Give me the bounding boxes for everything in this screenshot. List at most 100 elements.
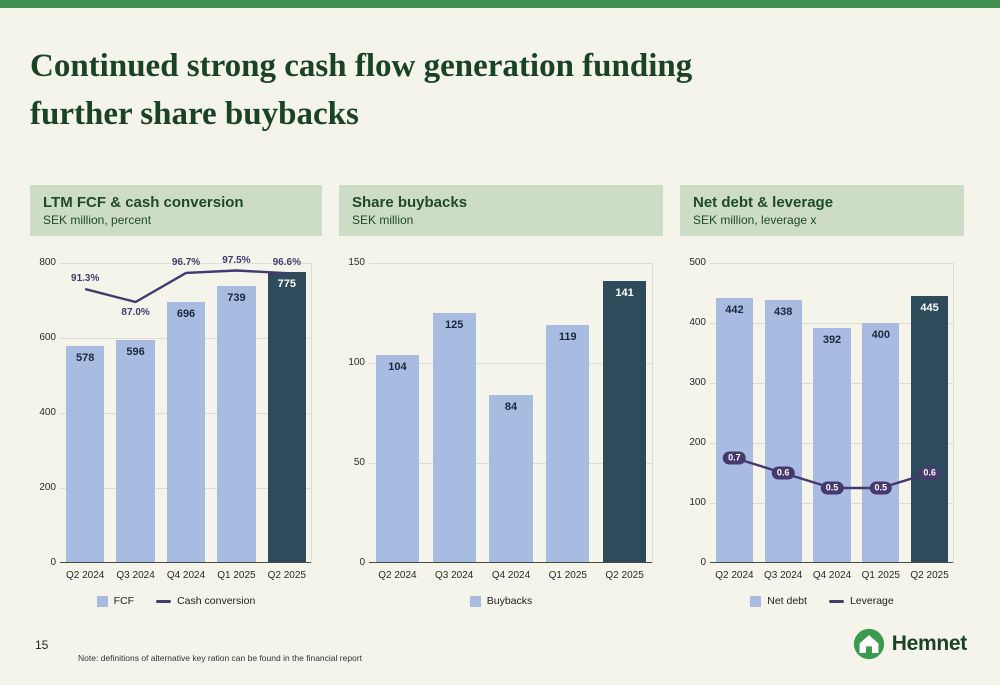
legend: FCF Cash conversion xyxy=(30,595,322,607)
bar-value-label: 104 xyxy=(388,361,407,373)
panel-net-debt-leverage: Net debt & leverage SEK million, leverag… xyxy=(680,185,964,615)
bar xyxy=(267,272,306,563)
bar-value-label: 119 xyxy=(558,331,577,343)
legend-item: FCF xyxy=(96,595,135,607)
panel-title: LTM FCF & cash conversion xyxy=(43,194,244,211)
x-tick-label: Q1 2025 xyxy=(861,570,900,581)
x-axis-line xyxy=(710,562,953,563)
panel-title: Net debt & leverage xyxy=(693,194,834,211)
bar-value-label: 438 xyxy=(774,306,793,319)
legend-item: Net debt xyxy=(750,595,807,607)
legend-line-swatch xyxy=(828,599,844,603)
chart-fcf-cash-conversion: 0 200 400 600 800 578 Q2 2024 596 Q3 2024 696 Q4 2… xyxy=(30,255,322,615)
y-tick-label: 600 xyxy=(39,332,56,343)
y-tick-label: 500 xyxy=(689,257,706,268)
x-tick-label: Q3 2024 xyxy=(764,570,803,581)
y-tick-label: 400 xyxy=(689,317,706,328)
gridline xyxy=(369,363,652,364)
page-number: 15 xyxy=(35,638,49,652)
panel-subtitle: SEK million, percent xyxy=(43,213,152,227)
x-tick-label: Q4 2024 xyxy=(166,570,206,581)
bar xyxy=(432,313,476,563)
plot-area: 0 50 100 150 104 Q2 2024 125 Q3 2024 84 Q4 2024 11… xyxy=(348,257,653,581)
x-axis-line xyxy=(369,562,652,563)
legend-item: Leverage xyxy=(828,595,894,607)
legend-bar-swatch xyxy=(96,595,108,607)
legend-label: Net debt xyxy=(767,595,807,607)
panel-header: Share buybacks SEK million xyxy=(339,185,663,236)
gridline xyxy=(710,263,953,264)
line-point-label: 0.5 xyxy=(869,481,893,495)
y-tick-label: 150 xyxy=(348,257,365,268)
x-tick-label: Q4 2024 xyxy=(812,570,852,581)
legend-bar-swatch xyxy=(750,595,762,607)
legend-label: Cash conversion xyxy=(177,595,256,607)
bar-value-label: 578 xyxy=(76,352,95,365)
bar xyxy=(66,346,105,563)
footnote: Note: definitions of alternative key rat… xyxy=(78,653,362,663)
line-point-label: 0.6 xyxy=(918,466,941,480)
bar-value-label: 125 xyxy=(445,319,464,331)
legend-item: Cash conversion xyxy=(156,595,255,607)
y-tick-label: 50 xyxy=(353,457,365,468)
y-tick-label: 200 xyxy=(39,482,56,493)
legend-label: Buybacks xyxy=(486,595,533,607)
bar xyxy=(603,281,647,563)
y-tick-label: 100 xyxy=(348,357,365,368)
bar xyxy=(217,285,256,563)
legend-bar-swatch xyxy=(469,595,481,607)
bar xyxy=(813,327,851,563)
x-tick-label: Q2 2025 xyxy=(605,570,644,581)
y-tick-label: 400 xyxy=(39,407,56,418)
legend: Net debt Leverage xyxy=(680,595,964,607)
y-tick-label: 200 xyxy=(689,437,706,448)
bar-value-label: 442 xyxy=(725,303,744,316)
bar-value-label: 141 xyxy=(615,287,634,299)
x-tick-label: Q2 2024 xyxy=(66,570,105,581)
line-point-label: 91.3% xyxy=(71,273,100,285)
top-accent-bar xyxy=(0,0,1000,8)
gridline xyxy=(369,263,652,264)
y-tick-label: 100 xyxy=(689,497,706,508)
chart-share-buybacks: 0 50 100 150 104 Q2 2024 125 Q3 2024 84 Q4 2024 11… xyxy=(339,257,663,615)
panel-subtitle: SEK million, leverage x xyxy=(693,213,817,227)
line-point-label: 0.6 xyxy=(771,466,795,480)
legend-label: FCF xyxy=(113,595,135,607)
bar-value-label: 739 xyxy=(227,291,246,304)
bar-value-label: 392 xyxy=(822,333,842,346)
bar-value-label: 400 xyxy=(871,329,890,341)
bar xyxy=(166,302,206,563)
charts-row: LTM FCF & cash conversion SEK million, p… xyxy=(30,185,964,615)
gridline xyxy=(60,263,311,264)
y-tick-label: 0 xyxy=(50,557,56,568)
line-point-label: 96.7% xyxy=(171,256,201,268)
y-tick-label: 800 xyxy=(39,257,56,268)
panel-header: LTM FCF & cash conversion SEK million, p… xyxy=(30,185,322,236)
chart-net-debt-leverage: 0 100 200 300 400 500 442 Q2 2024 438 Q3 2024 392 Q… xyxy=(680,257,964,615)
panel-subtitle: SEK million xyxy=(352,213,414,227)
gridline xyxy=(710,323,953,324)
bar xyxy=(715,297,753,563)
panel-title: Share buybacks xyxy=(352,194,468,211)
panel-share-buybacks: Share buybacks SEK million 0 50 100 150 104 Q… xyxy=(339,185,663,615)
x-tick-label: Q3 2024 xyxy=(435,570,474,581)
x-tick-label: Q1 2025 xyxy=(548,570,587,581)
trend-line xyxy=(734,456,930,490)
slide-title: Continued strong cash flow generation fu… xyxy=(30,48,693,132)
hemnet-house-icon xyxy=(852,627,886,661)
x-axis-line xyxy=(60,562,311,563)
panel-fcf-cash-conversion: LTM FCF & cash conversion SEK million, p… xyxy=(30,185,322,615)
bar-value-label: 596 xyxy=(126,345,145,358)
trend-line xyxy=(84,269,287,304)
bar xyxy=(764,300,802,563)
x-tick-label: Q3 2024 xyxy=(116,570,155,581)
plot-area: 0 200 400 600 800 578 Q2 2024 596 Q3 2024 696 Q4 2… xyxy=(39,255,312,581)
bar-value-label: 696 xyxy=(176,308,196,320)
bar xyxy=(489,395,533,563)
panel-header: Net debt & leverage SEK million, leverag… xyxy=(680,185,964,236)
bar-value-label: 775 xyxy=(277,278,296,291)
x-tick-label: Q1 2025 xyxy=(217,570,256,581)
bar xyxy=(375,355,419,563)
hemnet-logo: Hemnet xyxy=(852,627,967,661)
legend-label: Leverage xyxy=(849,595,894,607)
